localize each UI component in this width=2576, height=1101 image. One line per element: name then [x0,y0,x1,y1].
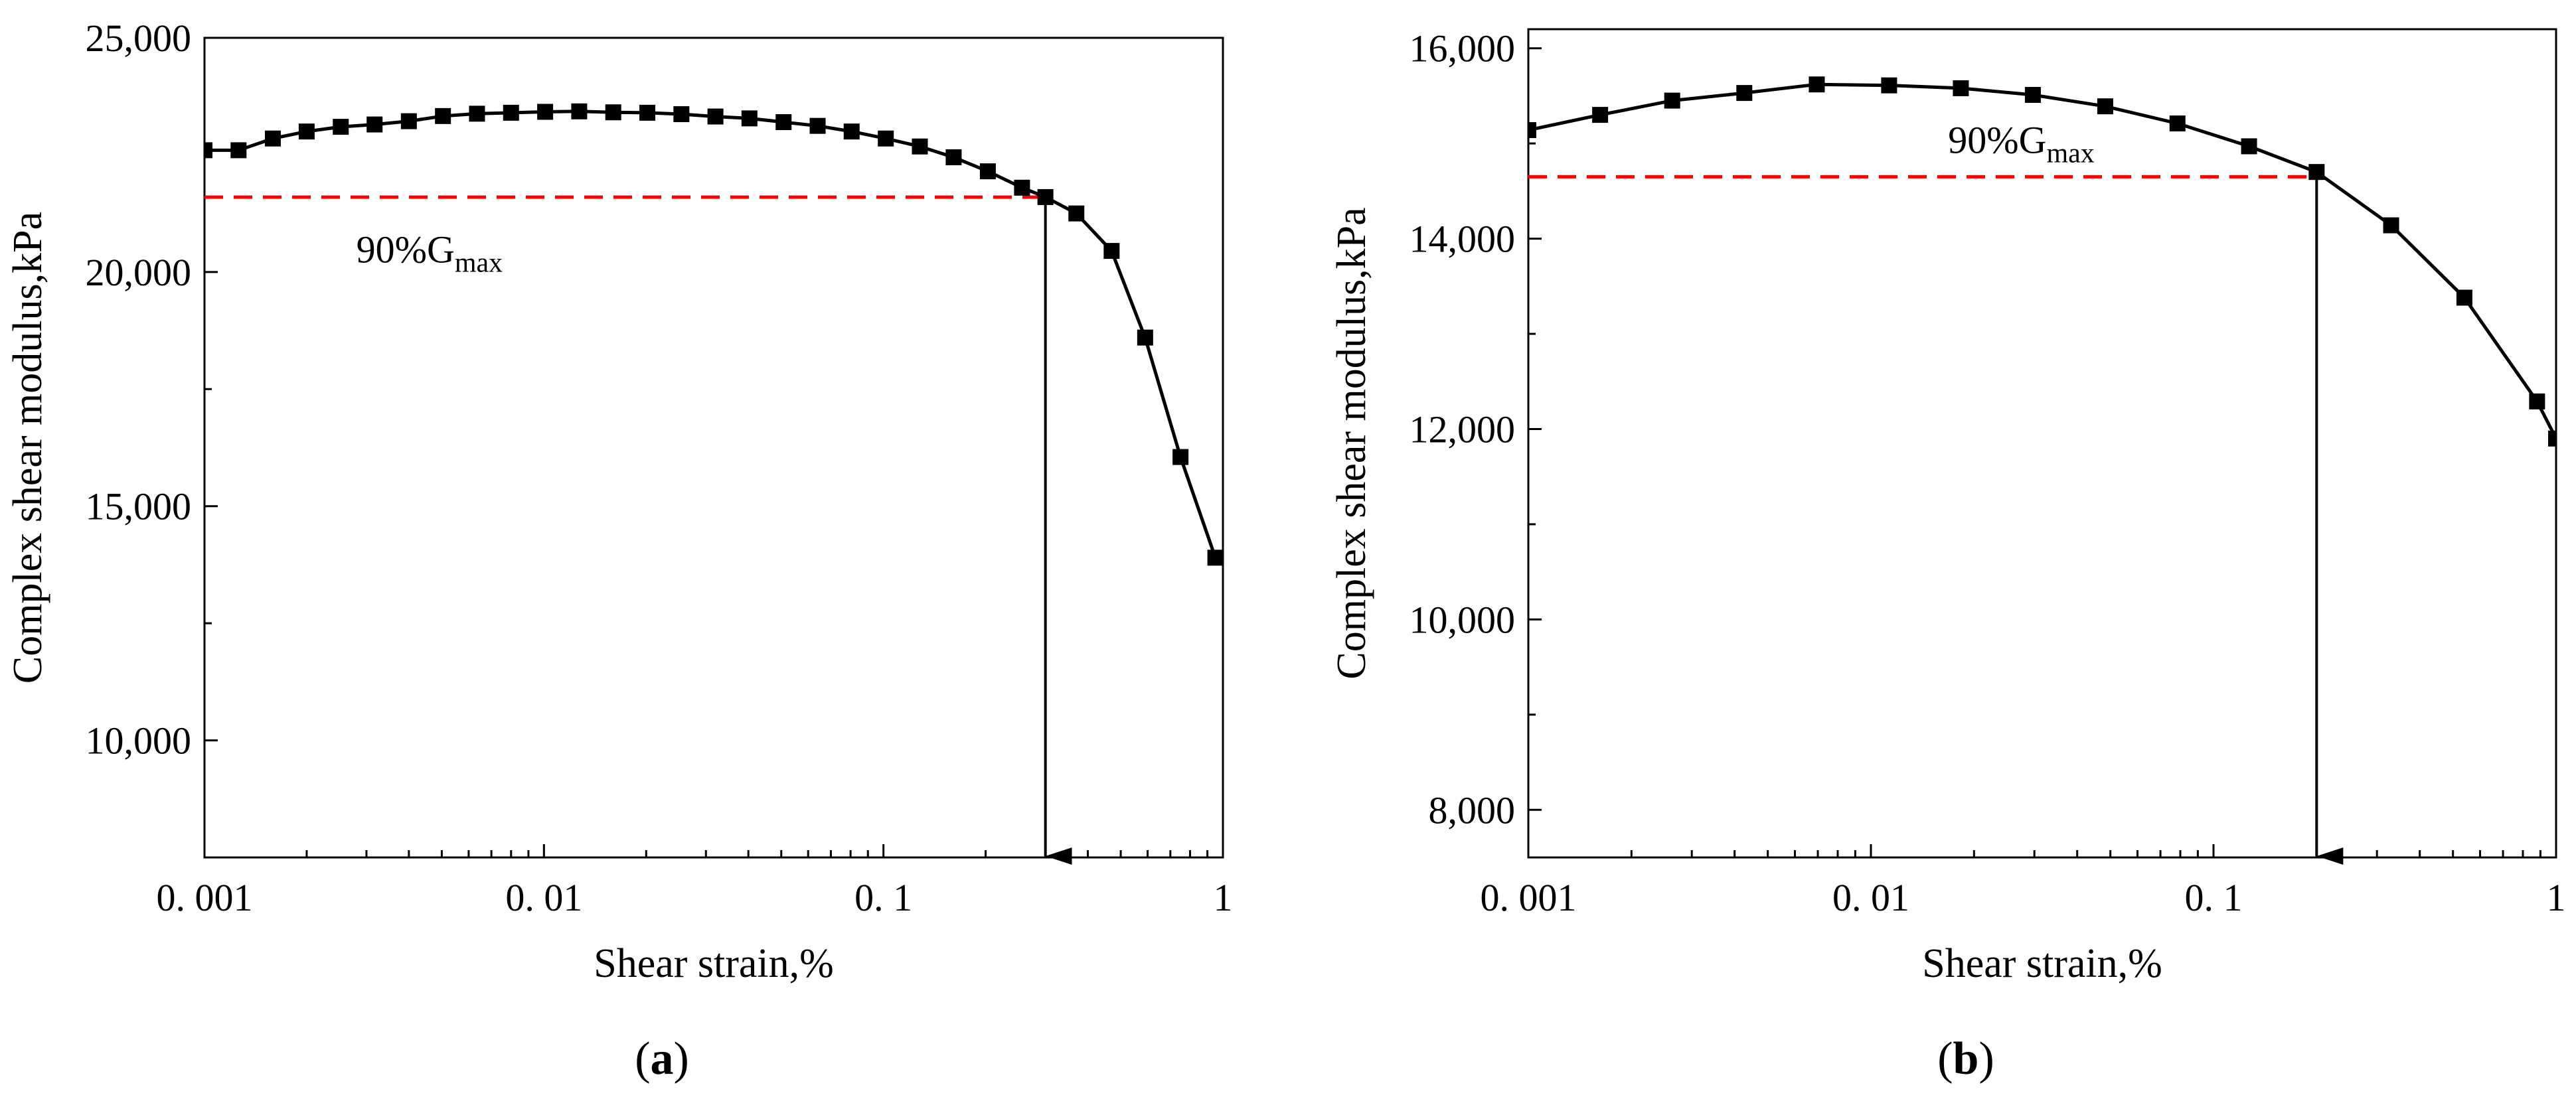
data-point [2024,86,2041,103]
data-point [707,108,724,125]
y-tick-label: 20,000 [86,251,192,294]
data-point [264,130,281,147]
x-tick-label: 0. 01 [505,876,582,919]
gmax-annotation-main: 90%G [1948,118,2046,161]
data-point [1068,205,1085,222]
data-point [333,119,349,135]
data-point [673,106,690,123]
data-point [2308,164,2325,181]
data-point [204,142,212,159]
y-tick-label: 14,000 [1409,218,1516,261]
data-point [571,103,588,119]
y-axis-title: Complex shear modulus,kPa [5,212,50,684]
y-tick-label: 15,000 [86,485,192,528]
panel-label-close: ) [1978,1033,1994,1084]
x-axis-title: Shear strain,% [1922,941,2162,986]
data-point [2097,98,2113,115]
data-point [400,113,417,129]
panel-label: (a) [635,1033,689,1084]
gmax-annotation-main: 90%G [357,228,455,271]
y-tick-label: 10,000 [86,719,192,763]
x-tick-label: 0. 01 [1832,876,1909,919]
data-point [912,138,928,155]
y-tick-label: 25,000 [86,17,192,60]
data-point [639,104,656,121]
panel-label-close: ) [674,1033,689,1084]
data-point [1528,122,1536,139]
x-tick-label: 0. 1 [854,876,912,919]
panel-label: (b) [1937,1033,1994,1084]
data-point [979,163,996,180]
data-point [1881,77,1897,94]
data-point [503,104,519,121]
x-tick-label: 1 [1214,876,1233,919]
data-point [2548,430,2556,447]
data-point [1809,76,1825,93]
series-line [204,110,1217,559]
data-point [2383,217,2399,234]
data-point [1137,329,1153,346]
data-point [1736,85,1753,102]
gmax-annotation-sub: max [2046,138,2094,169]
y-axis-title: Complex shear modulus,kPa [1329,207,1374,679]
data-point [2529,393,2545,409]
series-line [1528,82,2556,439]
x-tick-label: 0. 1 [2185,876,2243,919]
data-point [605,104,621,121]
data-point [2241,138,2257,155]
panel-label-open: ( [1937,1033,1953,1084]
y-tick-label: 8,000 [1429,788,1516,832]
data-point [366,116,383,133]
x-tick-label: 0. 001 [1481,876,1577,919]
data-point [298,123,315,140]
data-point [1014,179,1030,196]
data-point [230,142,247,159]
y-tick-label: 12,000 [1409,407,1516,451]
data-point [1103,243,1120,259]
data-point [2456,289,2472,306]
data-point [878,130,894,147]
gmax-annotation: 90%Gmax [357,228,503,279]
y-tick-label: 10,000 [1409,598,1516,641]
panel-label-letter: a [651,1033,674,1084]
data-point [1664,92,1680,109]
y-tick-label: 16,000 [1409,27,1516,70]
data-point [1207,550,1223,566]
data-point [1592,107,1609,123]
data-point [537,104,554,120]
x-tick-label: 1 [2547,876,2566,919]
data-point [1953,80,1969,96]
data-point [2169,115,2186,132]
data-point [809,117,826,134]
x-axis-title: Shear strain,% [594,941,834,986]
data-point [843,123,860,140]
data-point [1172,449,1189,465]
data-point [469,106,485,122]
chart-panel-a: 0. 001 0. 01 0. 1 1 10,000 15,000 20,000 25,000… [5,17,1233,1084]
plot-frame [203,37,1224,859]
gmax-annotation-sub: max [455,248,503,279]
x-tick-label: 0. 001 [157,876,253,919]
data-point [945,149,962,165]
panel-label-open: ( [635,1033,650,1084]
data-point [741,110,758,127]
chart-panel-b: 0. 001 0. 01 0. 1 1 8,000 10,000 12,000 14,000 1… [1329,27,2566,1084]
data-point [1037,188,1054,205]
gmax-annotation: 90%Gmax [1948,118,2095,169]
data-point [435,108,451,124]
panel-label-letter: b [1953,1033,1979,1084]
data-point [775,114,792,131]
